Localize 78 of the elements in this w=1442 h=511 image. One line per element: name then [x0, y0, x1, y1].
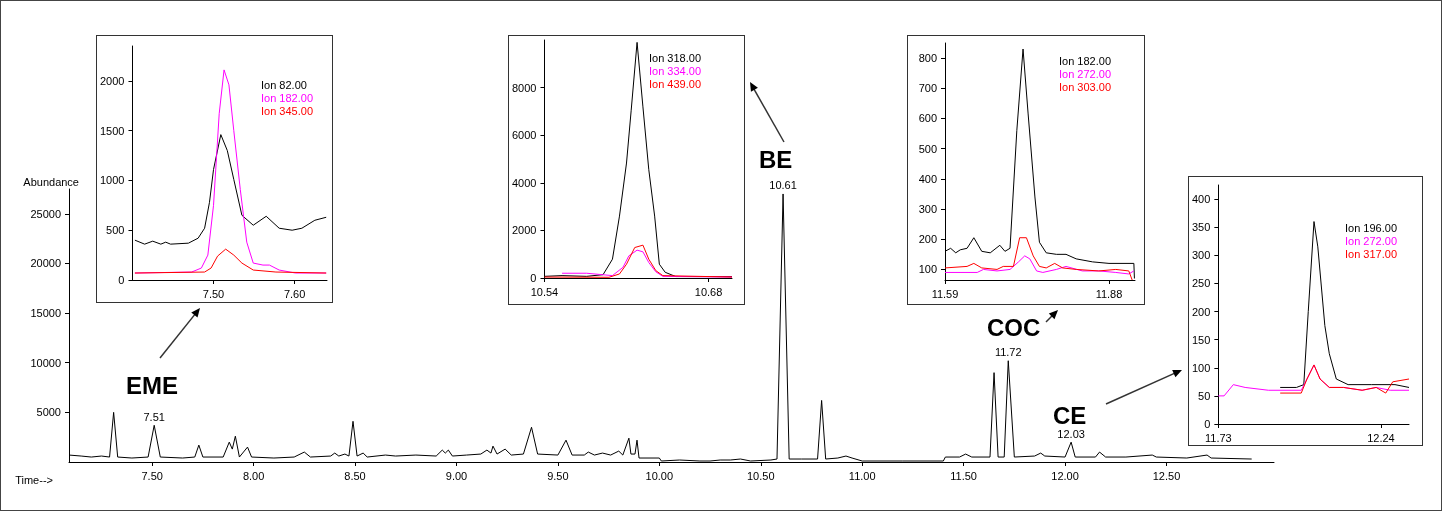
text: Ion 334.00: [649, 64, 702, 77]
x-tick-label: 11.73: [1204, 431, 1232, 444]
y-tick-label: 150: [1191, 333, 1211, 346]
text: Ion 272.00: [1345, 234, 1398, 247]
x-tick-label: 11.59: [931, 287, 959, 300]
y-tick-label: 50: [1198, 389, 1211, 402]
y-tick-label: 1500: [99, 124, 125, 137]
x-tick-label: 10.50: [746, 469, 775, 482]
y-tick-label: 15000: [30, 307, 61, 320]
y-tick-label: 0: [530, 272, 537, 284]
y-tick-label: 600: [918, 112, 937, 125]
y-tick-label: 200: [1191, 305, 1211, 318]
text: Ion 182.00: [261, 91, 314, 104]
line-series: [134, 134, 327, 245]
text: Ion 182.00: [1059, 54, 1112, 67]
x-tick-label: 8.00: [242, 469, 265, 482]
y-tick-label: 500: [918, 142, 937, 155]
y-tick-label: 20000: [30, 257, 61, 270]
y-tick-label: 6000: [511, 129, 537, 142]
x-tick-label: 12.00: [1051, 469, 1079, 482]
y-tick-label: 1000: [99, 174, 125, 187]
y-tick-label: 300: [1191, 249, 1211, 262]
y-tick-label: 4000: [511, 176, 537, 189]
x-axis-title: Time-->: [15, 473, 53, 486]
text: Ion 82.00: [261, 78, 307, 91]
series-label: Ion 318.00: [649, 51, 702, 64]
y-tick-label: 8000: [511, 81, 537, 94]
y-tick-label: 400: [1191, 193, 1211, 206]
line-series: [1279, 221, 1410, 388]
text: Ion 303.00: [1059, 80, 1112, 93]
y-tick-label: 200: [918, 233, 937, 246]
y-tick-label: 350: [1191, 221, 1211, 234]
text: Ion 317.00: [1345, 247, 1398, 260]
y-axis-title: Abundance: [23, 175, 79, 188]
text: Ion 196.00: [1345, 221, 1398, 234]
x-tick-label: 10.54: [530, 285, 559, 298]
x-tick-label: 12.50: [1152, 469, 1181, 482]
annotation: 12.03: [1057, 427, 1085, 440]
y-tick-label: 10000: [30, 356, 61, 369]
line-series: [944, 255, 1135, 275]
x-tick-label: 7.50: [202, 287, 225, 300]
text: Ion 439.00: [649, 77, 702, 90]
line-series: [134, 248, 327, 274]
y-tick-label: 5000: [36, 406, 61, 419]
x-tick-label: 11.00: [848, 469, 876, 482]
x-tick-label: 8.50: [344, 469, 366, 482]
text: Ion 345.00: [261, 104, 314, 117]
y-tick-label: 100: [1191, 361, 1211, 374]
text: BE: [759, 145, 793, 173]
annotation: 11.72: [994, 346, 1022, 359]
y-tick-label: 700: [918, 82, 937, 95]
y-tick-label: 2000: [511, 224, 537, 237]
annotation: 10.61: [769, 179, 797, 192]
y-tick-label: 800: [918, 52, 937, 65]
y-tick-label: 25000: [30, 207, 61, 220]
x-tick-label: 10.00: [645, 469, 674, 482]
y-tick-label: 2000: [99, 74, 125, 87]
text: Ion 272.00: [1059, 67, 1112, 80]
y-tick-label: 0: [1204, 418, 1211, 430]
y-tick-label: 100: [918, 263, 937, 276]
y-tick-label: 500: [106, 224, 125, 237]
x-tick-label: 11.88: [1095, 287, 1123, 300]
x-tick-label: 10.68: [694, 285, 723, 298]
x-tick-label: 11.50: [950, 469, 977, 482]
annotation: COC: [987, 313, 1041, 341]
x-tick-label: 9.50: [547, 469, 569, 482]
y-tick-label: 250: [1191, 277, 1211, 290]
y-tick-label: 300: [918, 203, 937, 216]
y-tick-label: 0: [118, 274, 125, 286]
x-tick-label: 7.50: [141, 469, 163, 482]
annotation: 7.51: [143, 410, 165, 423]
x-tick-label: 7.60: [283, 287, 306, 300]
x-tick-label: 9.00: [445, 469, 468, 482]
annotation: CE: [1053, 401, 1087, 429]
y-tick-label: 400: [918, 172, 937, 185]
annotation: EME: [126, 371, 179, 399]
x-tick-label: 12.24: [1367, 431, 1395, 444]
line-series: [1279, 364, 1410, 394]
